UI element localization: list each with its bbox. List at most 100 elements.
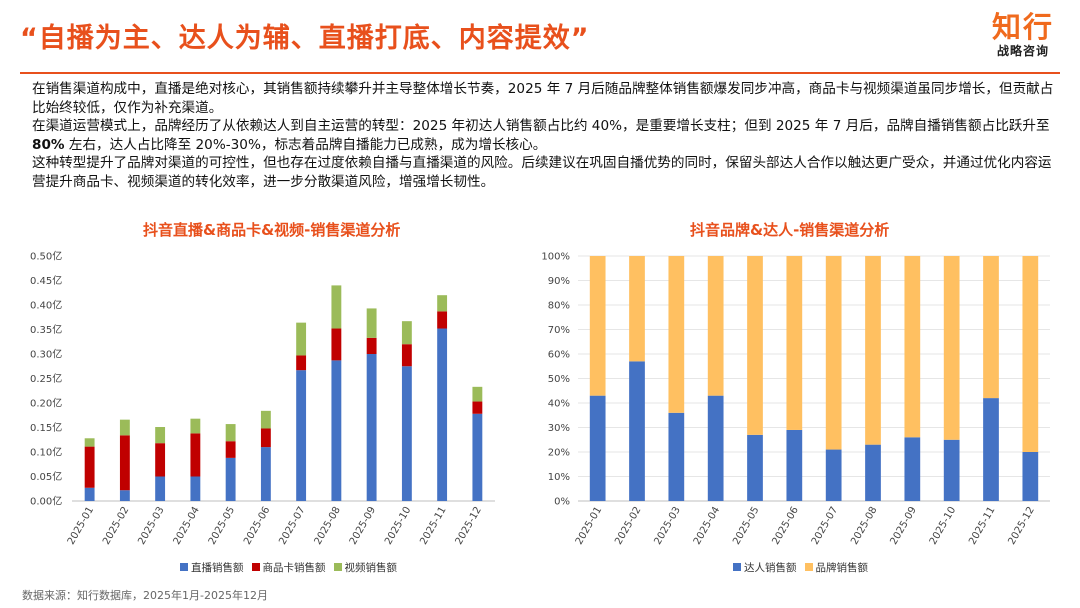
channel-bar-商品卡销售额-2025-07	[296, 355, 307, 371]
brand-kol-bar-品牌销售额-2025-02	[629, 256, 645, 362]
channel-y-tick-label: 0.45亿	[30, 274, 62, 287]
channel-x-tick-label: 2025-10	[383, 505, 413, 547]
channel-bar-视频销售额-2025-05	[225, 424, 236, 442]
brand-kol-y-tick-label: 60%	[548, 350, 570, 361]
brand-kol-bar-品牌销售额-2025-11	[983, 256, 999, 399]
channel-x-tick-label: 2025-11	[418, 505, 448, 547]
channel-y-tick-label: 0.50亿	[30, 250, 62, 263]
channel-bar-直播销售额-2025-12	[472, 413, 483, 501]
brand-kol-bar-品牌销售额-2025-03	[668, 256, 685, 413]
brand-kol-bar-品牌销售额-2025-05	[747, 256, 763, 435]
logo-sub-text: 战略咨询	[996, 44, 1049, 58]
channel-bar-直播销售额-2025-03	[155, 476, 166, 501]
brand-kol-bar-品牌销售额-2025-08	[865, 256, 881, 445]
brand-kol-x-tick-label: 2025-09	[889, 505, 919, 547]
channel-legend-item: 直播销售额	[180, 560, 244, 575]
channel-x-tick-label: 2025-04	[172, 505, 202, 547]
summary-paragraph-2-post: 左右，达人占比降至 20%-30%，标志着品牌自播能力已成熟，成为增长核心。	[64, 136, 547, 153]
brand-kol-chart-legend: 达人销售额 品牌销售额	[733, 560, 876, 575]
logo-main-text: 知行	[991, 10, 1054, 44]
brand-kol-bar-达人销售额-2025-09	[904, 437, 921, 501]
brand-kol-y-tick-label: 0%	[554, 497, 570, 508]
summary-highlight-80: 80%	[32, 136, 65, 153]
channel-bar-商品卡销售额-2025-10	[401, 344, 412, 367]
brand-kol-legend-item: 达人销售额	[733, 560, 797, 575]
brand-kol-y-tick-label: 10%	[548, 472, 570, 483]
brand-kol-bar-达人销售额-2025-12	[1022, 452, 1039, 501]
brand-kol-bar-达人销售额-2025-01	[589, 395, 606, 501]
channel-legend-swatch	[180, 563, 188, 571]
channel-bar-视频销售额-2025-07	[296, 322, 307, 356]
channel-bar-直播销售额-2025-01	[84, 487, 95, 501]
channel-bar-商品卡销售额-2025-11	[437, 311, 448, 329]
channel-y-tick-label: 0.10亿	[30, 446, 62, 459]
brand-kol-bar-达人销售额-2025-06	[786, 429, 803, 501]
channel-bar-直播销售额-2025-09	[366, 354, 377, 501]
brand-kol-y-tick-label: 30%	[548, 423, 570, 434]
brand-kol-bar-达人销售额-2025-05	[747, 434, 763, 501]
brand-kol-legend-label: 达人销售额	[744, 562, 797, 574]
channel-bar-视频销售额-2025-10	[401, 321, 412, 345]
channel-bar-视频销售额-2025-11	[437, 295, 448, 312]
brand-kol-x-tick-label: 2025-01	[574, 505, 604, 547]
brand-kol-bar-品牌销售额-2025-12	[1022, 256, 1039, 452]
channel-legend-item: 视频销售额	[333, 560, 398, 575]
brand-kol-bar-达人销售额-2025-04	[707, 395, 724, 501]
channel-bar-直播销售额-2025-08	[331, 360, 342, 501]
brand-kol-x-tick-label: 2025-03	[653, 505, 683, 547]
channel-x-tick-label: 2025-08	[313, 505, 343, 547]
summary-paragraph-3: 这种转型提升了品牌对渠道的可控性，但也存在过度依赖自播与直播渠道的风险。后续建议…	[32, 155, 1052, 190]
brand-kol-sales-chart: 0% 10% 20% 30% 40% 50% 60% 70% 80% 90% 100% 2025-01…	[541, 252, 1050, 547]
channel-x-tick-label: 2025-05	[207, 505, 237, 547]
data-source-note: 数据来源：知行数据库，2025年1月-2025年12月	[22, 589, 268, 602]
channel-bar-商品卡销售额-2025-08	[331, 328, 342, 361]
channel-y-tick-label: 0.25亿	[30, 372, 62, 385]
channel-x-tick-label: 2025-01	[66, 505, 96, 547]
channel-bar-直播销售额-2025-11	[437, 328, 448, 501]
channel-x-tick-label: 2025-09	[348, 505, 378, 547]
summary-paragraph-2-pre: 在渠道运营模式上，品牌经历了从依赖达人到自主运营的转型：2025 年初达人销售额…	[32, 118, 1050, 135]
channel-bar-视频销售额-2025-12	[472, 386, 483, 402]
brand-kol-y-tick-label: 90%	[548, 276, 570, 287]
channel-legend-label: 商品卡销售额	[262, 562, 326, 574]
brand-kol-bar-品牌销售额-2025-04	[707, 256, 724, 396]
brand-kol-y-tick-label: 50%	[548, 374, 570, 385]
brand-kol-x-tick-label: 2025-06	[771, 505, 801, 547]
summary-paragraph-1: 在销售渠道构成中，直播是绝对核心，其销售额持续攀升并主导整体增长节奏，2025 …	[32, 81, 1054, 116]
page-title: “自播为主、达人为辅、直播打底、内容提效”	[20, 23, 590, 54]
channel-x-tick-label: 2025-07	[277, 505, 307, 547]
channel-bar-商品卡销售额-2025-12	[472, 401, 483, 414]
brand-kol-bar-品牌销售额-2025-10	[943, 256, 960, 440]
brand-kol-bar-达人销售额-2025-02	[629, 361, 645, 501]
channel-x-tick-label: 2025-06	[242, 505, 272, 547]
channel-bar-直播销售额-2025-07	[296, 370, 307, 501]
brand-kol-bar-品牌销售额-2025-07	[825, 256, 842, 450]
brand-kol-x-tick-label: 2025-11	[967, 505, 997, 547]
channel-y-tick-label: 0.30亿	[30, 348, 62, 361]
channel-y-tick-label: 0.20亿	[30, 397, 62, 410]
brand-kol-y-tick-label: 80%	[548, 301, 570, 312]
channel-legend-item: 商品卡销售额	[251, 560, 326, 575]
brand-kol-x-tick-label: 2025-07	[810, 505, 840, 547]
channel-bar-商品卡销售额-2025-04	[190, 433, 201, 477]
channel-bar-视频销售额-2025-08	[331, 285, 342, 329]
brand-kol-legend-swatch	[733, 563, 741, 571]
channel-bar-直播销售额-2025-05	[225, 457, 236, 501]
channel-bar-直播销售额-2025-06	[260, 447, 271, 501]
channel-y-tick-label: 0.35亿	[30, 323, 62, 336]
channel-bar-直播销售额-2025-10	[401, 366, 412, 501]
brand-kol-bar-达人销售额-2025-03	[668, 412, 685, 501]
brand-kol-legend-item: 品牌销售额	[804, 560, 869, 575]
channel-chart-title: 抖音直播&商品卡&视频-销售渠道分析	[143, 221, 401, 239]
brand-kol-y-tick-label: 70%	[548, 325, 570, 336]
brand-kol-bar-品牌销售额-2025-06	[786, 256, 803, 430]
channel-sales-chart: 0.00亿 0.05亿 0.10亿 0.15亿 0.20亿 0.25亿 0.30亿 0.35亿…	[30, 250, 495, 547]
channel-chart-legend: 直播销售额 商品卡销售额 视频销售额	[180, 560, 405, 575]
channel-legend-swatch	[333, 563, 342, 571]
channel-y-tick-label: 0.15亿	[30, 421, 62, 434]
channel-legend-label: 视频销售额	[344, 562, 398, 574]
channel-x-tick-label: 2025-02	[101, 505, 131, 547]
brand-kol-legend-label: 品牌销售额	[815, 562, 869, 574]
channel-bar-视频销售额-2025-06	[260, 410, 271, 429]
title-divider	[20, 72, 1060, 74]
